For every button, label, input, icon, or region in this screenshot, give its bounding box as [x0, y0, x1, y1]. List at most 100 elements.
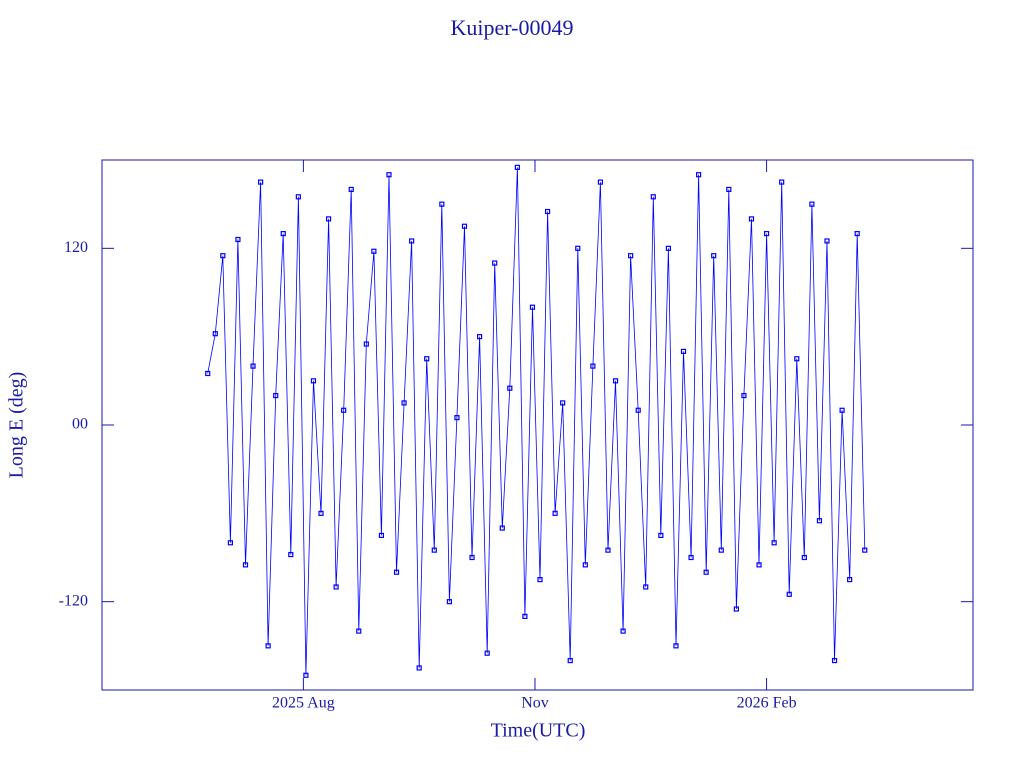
- plot-frame: [101, 159, 974, 691]
- point-marker: [816, 518, 823, 524]
- y-tick-label: 00: [72, 416, 88, 433]
- point-marker: [273, 392, 279, 399]
- x-tick-label: Nov: [521, 695, 549, 712]
- point-marker: [718, 547, 724, 553]
- point-marker: [212, 331, 218, 337]
- point-marker: [333, 584, 339, 590]
- point-marker: [529, 304, 536, 310]
- point-marker: [590, 363, 596, 369]
- point-marker: [650, 194, 656, 200]
- point-marker: [318, 510, 324, 516]
- point-marker: [673, 643, 679, 649]
- point-marker: [771, 540, 777, 546]
- point-marker: [779, 179, 785, 185]
- point-marker: [484, 650, 490, 656]
- point-marker: [786, 591, 792, 597]
- point-marker: [567, 657, 573, 664]
- y-axis-label: Long E (deg): [6, 372, 28, 479]
- point-marker: [582, 562, 588, 568]
- point-marker: [628, 253, 634, 259]
- point-marker: [560, 400, 566, 406]
- point-marker: [341, 407, 347, 413]
- point-marker: [597, 179, 604, 185]
- point-marker: [356, 628, 362, 634]
- point-marker: [348, 186, 354, 193]
- point-marker: [680, 348, 687, 354]
- point-marker: [552, 510, 558, 516]
- point-marker: [235, 236, 241, 243]
- point-marker: [748, 216, 755, 222]
- point-marker: [839, 407, 845, 413]
- point-marker: [635, 407, 641, 413]
- point-marker: [711, 253, 717, 259]
- point-marker: [824, 238, 830, 244]
- point-marker: [250, 363, 256, 369]
- point-marker: [439, 201, 445, 207]
- point-marker: [612, 378, 619, 384]
- y-tick-label: -120: [59, 592, 88, 609]
- point-marker: [544, 208, 551, 215]
- point-marker: [507, 385, 513, 391]
- point-marker: [446, 599, 452, 605]
- point-marker: [763, 231, 770, 237]
- point-marker: [726, 186, 732, 193]
- point-marker: [847, 576, 853, 583]
- point-marker: [605, 547, 611, 553]
- point-marker: [461, 223, 468, 229]
- point-marker: [688, 554, 694, 561]
- point-marker: [696, 172, 702, 178]
- point-marker: [363, 341, 369, 347]
- point-marker: [303, 672, 309, 678]
- point-marker: [205, 370, 211, 377]
- chart-title: Kuiper-00049: [451, 15, 574, 40]
- point-marker: [393, 569, 400, 575]
- point-marker: [854, 231, 860, 237]
- point-marker: [809, 201, 815, 207]
- point-marker: [794, 356, 800, 362]
- point-marker: [431, 547, 437, 553]
- point-marker: [401, 400, 407, 406]
- x-axis-label: Time(UTC): [491, 720, 586, 742]
- point-marker: [280, 231, 286, 237]
- x-tick-label: 2026 Feb: [737, 695, 797, 712]
- point-marker: [756, 562, 762, 568]
- x-tick-label: 2025 Aug: [272, 695, 335, 712]
- point-marker: [265, 643, 271, 649]
- point-marker: [499, 525, 505, 531]
- point-marker: [416, 665, 422, 671]
- point-marker: [227, 540, 233, 546]
- point-marker: [386, 172, 392, 178]
- point-marker: [537, 576, 543, 583]
- point-marker: [862, 547, 868, 553]
- point-marker: [514, 164, 520, 170]
- point-marker: [310, 378, 317, 384]
- point-marker: [295, 194, 301, 200]
- point-marker: [220, 253, 226, 259]
- point-marker: [492, 260, 498, 266]
- point-marker: [733, 606, 739, 612]
- series-line: [207, 167, 866, 676]
- point-marker: [409, 238, 415, 244]
- point-marker: [257, 179, 264, 185]
- point-marker: [522, 613, 528, 619]
- point-marker: [469, 554, 475, 561]
- point-marker: [424, 356, 430, 362]
- point-marker: [477, 334, 483, 340]
- point-marker: [801, 554, 807, 561]
- point-marker: [831, 657, 838, 664]
- point-marker: [454, 415, 460, 421]
- point-marker: [620, 628, 626, 634]
- point-marker: [378, 532, 385, 539]
- point-marker: [665, 245, 672, 251]
- point-marker: [325, 216, 332, 222]
- point-marker: [703, 569, 709, 575]
- point-marker: [658, 532, 664, 539]
- point-marker: [288, 551, 294, 558]
- point-marker: [371, 248, 377, 254]
- point-marker: [741, 392, 747, 399]
- point-marker: [575, 245, 581, 251]
- point-marker: [242, 562, 249, 568]
- y-tick-label: 120: [64, 239, 88, 256]
